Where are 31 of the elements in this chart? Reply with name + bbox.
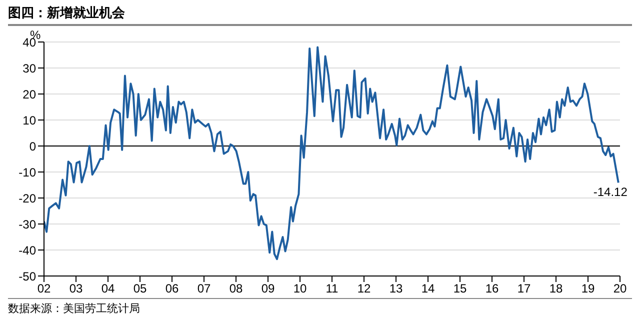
chart-title: 图四：新增就业机会 bbox=[8, 4, 632, 26]
x-tick-label: 08 bbox=[229, 282, 243, 296]
x-tick-label: 14 bbox=[421, 282, 435, 296]
x-tick-label: 15 bbox=[453, 282, 467, 296]
x-tick-label: 13 bbox=[389, 282, 403, 296]
y-tick-label: -10 bbox=[18, 165, 36, 180]
x-tick-label: 11 bbox=[326, 282, 339, 296]
x-tick-label: 19 bbox=[581, 282, 595, 296]
x-tick-label: 02 bbox=[37, 282, 51, 296]
x-tick-label: 20 bbox=[613, 282, 627, 296]
x-tick-label: 18 bbox=[549, 282, 563, 296]
x-tick-label: 16 bbox=[485, 282, 499, 296]
x-tick-label: 05 bbox=[133, 282, 147, 296]
y-tick-label: 10 bbox=[22, 113, 36, 128]
y-tick-label: 20 bbox=[22, 87, 36, 102]
x-tick-label: 12 bbox=[357, 282, 371, 296]
x-tick-label: 09 bbox=[261, 282, 275, 296]
x-tick-label: 17 bbox=[517, 282, 531, 296]
y-tick-label: 30 bbox=[22, 61, 36, 76]
x-tick-label: 04 bbox=[101, 282, 115, 296]
x-tick-label: 10 bbox=[293, 282, 307, 296]
source-note: 数据来源：美国劳工统计局 bbox=[8, 302, 140, 315]
y-tick-label: -20 bbox=[18, 191, 36, 206]
x-tick-label: 03 bbox=[69, 282, 83, 296]
x-tick-label: 06 bbox=[165, 282, 179, 296]
y-tick-label: 0 bbox=[29, 139, 36, 154]
y-tick-label: -50 bbox=[18, 269, 36, 284]
annotation: -14.12 bbox=[593, 185, 628, 200]
y-tick-label: -40 bbox=[18, 243, 36, 258]
x-tick-label: 07 bbox=[197, 282, 211, 296]
y-tick-label: -30 bbox=[18, 217, 36, 232]
